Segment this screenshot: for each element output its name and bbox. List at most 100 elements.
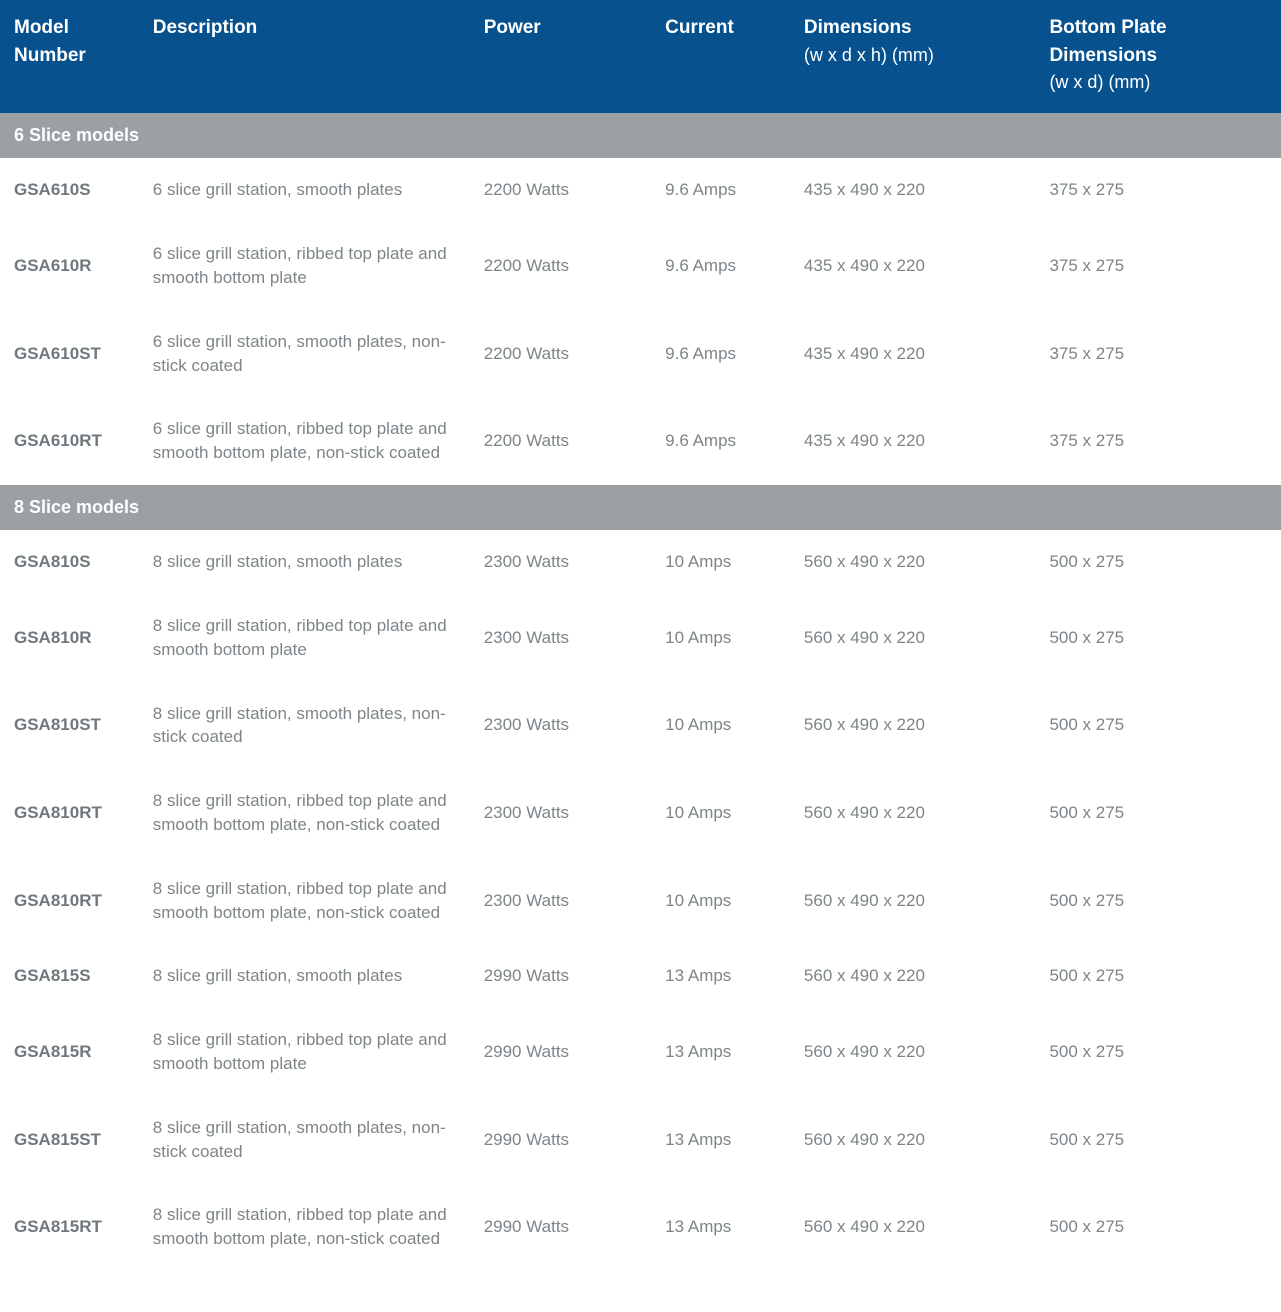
col-header-bottom-plate: Bottom Plate Dimensions (w x d) (mm): [1035, 0, 1281, 113]
cell-model: GSA810RT: [0, 857, 139, 945]
col-header-label: Current: [665, 17, 734, 38]
table-row: GSA815S8 slice grill station, smooth pla…: [0, 944, 1281, 1008]
table-header: Model Number Description Power Current D…: [0, 0, 1281, 113]
cell-desc: 8 slice grill station, smooth plates: [139, 944, 470, 1008]
cell-desc: 8 slice grill station, ribbed top plate …: [139, 769, 470, 857]
cell-dim: 560 x 490 x 220: [790, 944, 1036, 1008]
cell-desc: 8 slice grill station, smooth plates: [139, 530, 470, 594]
cell-model: GSA810ST: [0, 682, 139, 770]
cell-power: 2990 Watts: [470, 1008, 651, 1096]
cell-desc: 8 slice grill station, smooth plates, no…: [139, 1096, 470, 1184]
cell-dim: 560 x 490 x 220: [790, 857, 1036, 945]
cell-curr: 9.6 Amps: [651, 310, 790, 398]
cell-bottom: 500 x 275: [1035, 1183, 1281, 1271]
table-row: GSA610R6 slice grill station, ribbed top…: [0, 222, 1281, 310]
cell-power: 2990 Watts: [470, 944, 651, 1008]
cell-power: 2300 Watts: [470, 682, 651, 770]
table-row: GSA810ST8 slice grill station, smooth pl…: [0, 682, 1281, 770]
cell-bottom: 375 x 275: [1035, 222, 1281, 310]
cell-curr: 13 Amps: [651, 1008, 790, 1096]
cell-bottom: 500 x 275: [1035, 769, 1281, 857]
col-header-label: Power: [484, 17, 541, 38]
cell-curr: 10 Amps: [651, 857, 790, 945]
spec-table: Model Number Description Power Current D…: [0, 0, 1281, 1271]
cell-bottom: 500 x 275: [1035, 682, 1281, 770]
table-row: GSA610ST6 slice grill station, smooth pl…: [0, 310, 1281, 398]
table-row: GSA810S8 slice grill station, smooth pla…: [0, 530, 1281, 594]
cell-curr: 10 Amps: [651, 682, 790, 770]
col-header-dimensions: Dimensions (w x d x h) (mm): [790, 0, 1036, 113]
cell-bottom: 500 x 275: [1035, 1096, 1281, 1184]
cell-model: GSA815ST: [0, 1096, 139, 1184]
col-header-power: Power: [470, 0, 651, 113]
cell-curr: 10 Amps: [651, 769, 790, 857]
cell-dim: 435 x 490 x 220: [790, 397, 1036, 485]
cell-bottom: 500 x 275: [1035, 944, 1281, 1008]
col-header-sublabel: (w x d) (mm): [1049, 69, 1271, 95]
cell-power: 2300 Watts: [470, 530, 651, 594]
cell-power: 2990 Watts: [470, 1183, 651, 1271]
cell-desc: 6 slice grill station, smooth plates, no…: [139, 310, 470, 398]
table-row: GSA815RT8 slice grill station, ribbed to…: [0, 1183, 1281, 1271]
table-row: GSA810RT8 slice grill station, ribbed to…: [0, 857, 1281, 945]
table-row: GSA610S6 slice grill station, smooth pla…: [0, 158, 1281, 222]
cell-power: 2200 Watts: [470, 158, 651, 222]
col-header-sublabel: (w x d x h) (mm): [804, 42, 1026, 68]
cell-dim: 560 x 490 x 220: [790, 769, 1036, 857]
cell-power: 2300 Watts: [470, 594, 651, 682]
cell-dim: 435 x 490 x 220: [790, 310, 1036, 398]
cell-bottom: 500 x 275: [1035, 594, 1281, 682]
table-row: GSA810R8 slice grill station, ribbed top…: [0, 594, 1281, 682]
cell-model: GSA810RT: [0, 769, 139, 857]
cell-bottom: 375 x 275: [1035, 397, 1281, 485]
col-header-model: Model Number: [0, 0, 139, 113]
cell-model: GSA815R: [0, 1008, 139, 1096]
table-row: GSA815R8 slice grill station, ribbed top…: [0, 1008, 1281, 1096]
cell-bottom: 500 x 275: [1035, 1008, 1281, 1096]
cell-model: GSA610S: [0, 158, 139, 222]
col-header-label: Model Number: [14, 17, 86, 66]
col-header-label: Dimensions: [804, 17, 912, 38]
section-title: 6 Slice models: [0, 113, 1281, 158]
cell-curr: 10 Amps: [651, 530, 790, 594]
cell-curr: 13 Amps: [651, 944, 790, 1008]
cell-model: GSA815RT: [0, 1183, 139, 1271]
cell-dim: 435 x 490 x 220: [790, 158, 1036, 222]
cell-desc: 6 slice grill station, ribbed top plate …: [139, 397, 470, 485]
cell-curr: 13 Amps: [651, 1096, 790, 1184]
table-body: 6 Slice modelsGSA610S6 slice grill stati…: [0, 113, 1281, 1271]
cell-curr: 10 Amps: [651, 594, 790, 682]
cell-desc: 8 slice grill station, smooth plates, no…: [139, 682, 470, 770]
cell-curr: 13 Amps: [651, 1183, 790, 1271]
cell-desc: 6 slice grill station, ribbed top plate …: [139, 222, 470, 310]
section-header-row: 6 Slice models: [0, 113, 1281, 158]
cell-power: 2200 Watts: [470, 310, 651, 398]
cell-bottom: 500 x 275: [1035, 857, 1281, 945]
col-header-description: Description: [139, 0, 470, 113]
table-row: GSA815ST8 slice grill station, smooth pl…: [0, 1096, 1281, 1184]
table-row: GSA610RT6 slice grill station, ribbed to…: [0, 397, 1281, 485]
section-title: 8 Slice models: [0, 485, 1281, 530]
cell-power: 2200 Watts: [470, 222, 651, 310]
cell-dim: 560 x 490 x 220: [790, 530, 1036, 594]
cell-power: 2990 Watts: [470, 1096, 651, 1184]
cell-desc: 8 slice grill station, ribbed top plate …: [139, 857, 470, 945]
cell-dim: 560 x 490 x 220: [790, 1096, 1036, 1184]
cell-curr: 9.6 Amps: [651, 222, 790, 310]
cell-power: 2200 Watts: [470, 397, 651, 485]
cell-model: GSA610RT: [0, 397, 139, 485]
cell-desc: 8 slice grill station, ribbed top plate …: [139, 1183, 470, 1271]
cell-model: GSA810R: [0, 594, 139, 682]
cell-model: GSA610ST: [0, 310, 139, 398]
col-header-current: Current: [651, 0, 790, 113]
cell-bottom: 375 x 275: [1035, 158, 1281, 222]
section-header-row: 8 Slice models: [0, 485, 1281, 530]
cell-model: GSA610R: [0, 222, 139, 310]
col-header-label: Description: [153, 17, 258, 38]
cell-dim: 560 x 490 x 220: [790, 1183, 1036, 1271]
cell-dim: 435 x 490 x 220: [790, 222, 1036, 310]
col-header-label: Bottom Plate Dimensions: [1049, 17, 1166, 66]
cell-dim: 560 x 490 x 220: [790, 1008, 1036, 1096]
cell-bottom: 375 x 275: [1035, 310, 1281, 398]
table-row: GSA810RT8 slice grill station, ribbed to…: [0, 769, 1281, 857]
